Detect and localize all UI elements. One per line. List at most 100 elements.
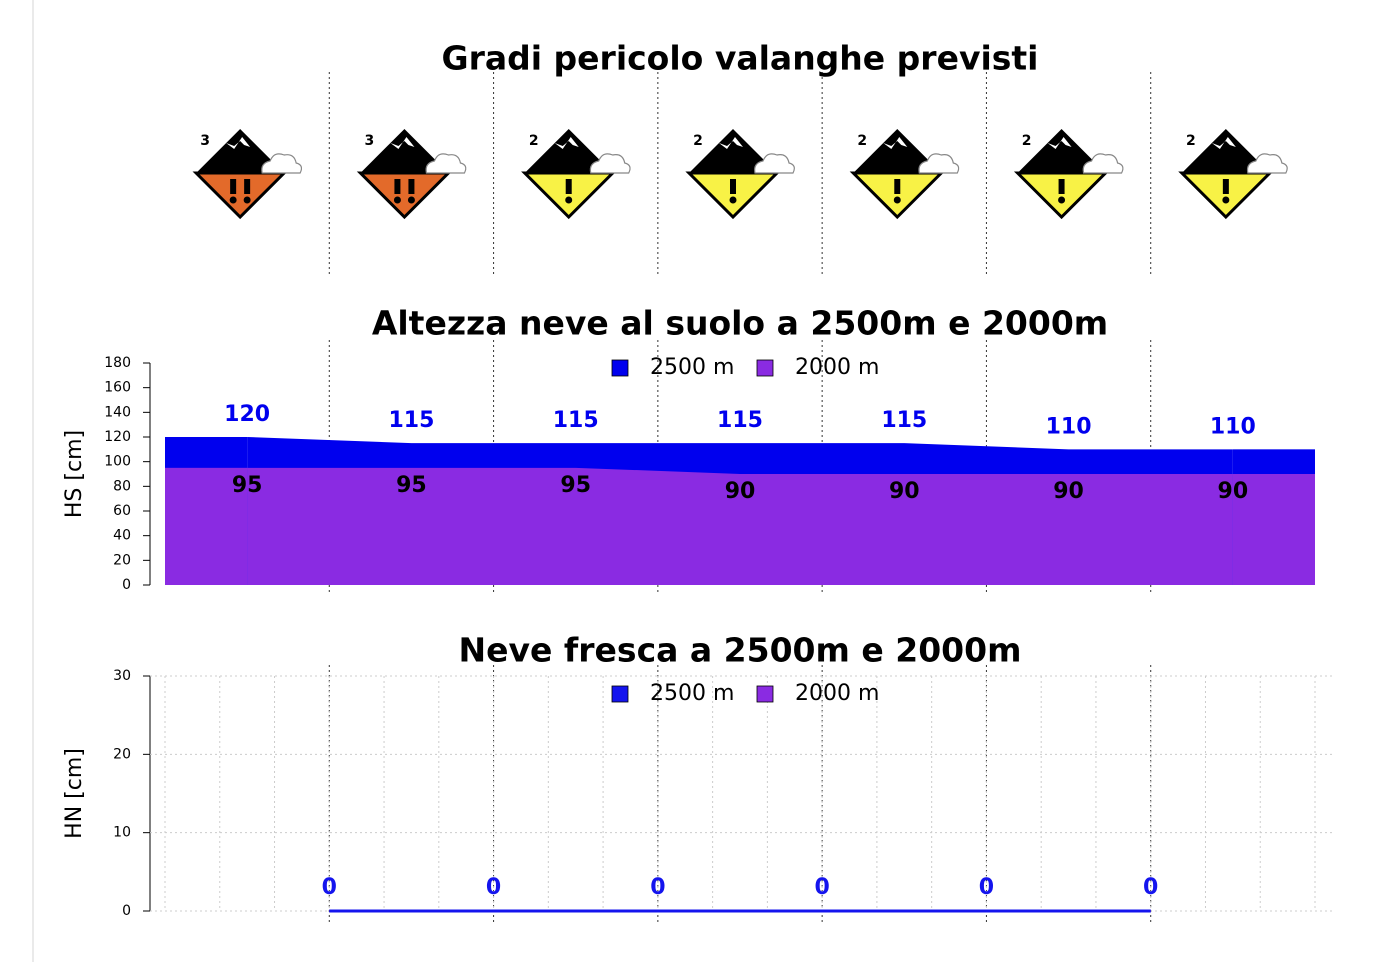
icon-bang-dot (229, 196, 237, 204)
y-tick-label: 80 (113, 478, 131, 494)
y-tick-label: 20 (113, 746, 131, 762)
y-tick-label: 100 (104, 454, 131, 470)
data-label: 115 (881, 408, 927, 433)
icon-bang-dot (729, 196, 737, 204)
data-label: 0 (814, 875, 829, 900)
icon-snow (390, 137, 415, 149)
icon-cloud (425, 153, 467, 174)
danger-icon (1178, 129, 1288, 220)
icon-bang (1058, 179, 1065, 194)
y-axis-label: HN [cm] (62, 748, 87, 839)
icon-snow (1047, 137, 1072, 149)
danger-icon (849, 129, 960, 220)
y-tick-label: 140 (104, 404, 131, 420)
icon-bang (244, 179, 251, 194)
data-label: 115 (388, 408, 434, 433)
y-axis-label: HS [cm] (62, 430, 87, 518)
icon-bang-dot (407, 196, 415, 204)
icon-cloud (918, 153, 960, 174)
icon-bottom (356, 171, 453, 220)
icon-bang-dot (1222, 196, 1230, 204)
icon-top (524, 129, 613, 173)
data-label: 0 (650, 875, 665, 900)
legend-swatch (756, 359, 774, 377)
data-label: 90 (889, 479, 920, 504)
icon-snow (883, 137, 908, 149)
data-label: 0 (979, 875, 994, 900)
icon-top (360, 129, 449, 173)
data-label: 95 (232, 473, 263, 498)
icon-bang-dot (393, 196, 401, 204)
data-label: 110 (1210, 414, 1256, 439)
area (247, 467, 1233, 585)
danger-level-label: 3 (200, 133, 210, 149)
icon-cloud (261, 153, 303, 174)
data-label: 120 (224, 402, 270, 427)
data-label: 90 (1218, 479, 1249, 504)
danger-level-label: 2 (529, 133, 539, 149)
icon-top (689, 129, 777, 173)
y-tick-label: 20 (113, 552, 131, 568)
icon-cloud (1246, 153, 1288, 174)
icon-bang-dot (243, 196, 251, 204)
icon-cloud (589, 153, 631, 174)
legend-label: 2500 m (650, 355, 734, 380)
icon-bang (230, 179, 237, 194)
icon-bottom (192, 171, 288, 220)
danger-icon (356, 129, 467, 220)
icon-snow (554, 137, 579, 149)
icon-bang-dot (893, 196, 901, 204)
y-tick-label: 0 (122, 577, 131, 593)
icon-top (853, 129, 942, 173)
data-label: 90 (1053, 479, 1084, 504)
y-tick-label: 180 (104, 355, 131, 371)
icon-bang (730, 179, 736, 194)
legend-swatch (611, 359, 629, 377)
icon-cloud (1082, 153, 1124, 174)
danger-level-label: 2 (1186, 133, 1196, 149)
y-tick-label: 10 (113, 825, 131, 841)
legend-swatch (611, 685, 629, 703)
legend-label: 2000 m (795, 681, 879, 706)
danger-level-label: 2 (1022, 133, 1032, 149)
danger-level-label: 3 (365, 133, 375, 149)
icon-snow (719, 137, 743, 149)
icon-bang (565, 179, 572, 194)
legend-swatch (756, 685, 774, 703)
icon-top (1181, 129, 1270, 173)
danger-icon (1013, 129, 1124, 220)
area-edge (165, 467, 248, 585)
icon-bang (1222, 179, 1229, 194)
data-label: 115 (717, 408, 763, 433)
icon-top (1017, 129, 1106, 173)
data-label: 95 (560, 473, 591, 498)
y-tick-label: 120 (104, 429, 131, 445)
data-label: 0 (322, 875, 337, 900)
danger-icon (685, 129, 795, 220)
y-tick-label: 30 (113, 668, 131, 684)
y-tick-label: 0 (122, 903, 131, 919)
icon-cloud (754, 153, 795, 174)
icon-snow (226, 137, 251, 149)
chart-title: Gradi pericolo valanghe previsti (441, 39, 1038, 78)
area-edge (1232, 474, 1315, 585)
data-label: 0 (486, 875, 501, 900)
danger-icon (521, 129, 631, 220)
data-label: 95 (396, 473, 427, 498)
y-tick-label: 60 (113, 503, 131, 519)
chart-title: Altezza neve al suolo a 2500m e 2000m (372, 304, 1108, 343)
legend-label: 2000 m (795, 355, 879, 380)
legend-label: 2500 m (650, 681, 734, 706)
icon-bang-dot (565, 196, 573, 204)
chart-title: Neve fresca a 2500m e 2000m (459, 631, 1022, 670)
icon-top (196, 129, 285, 173)
data-label: 110 (1046, 414, 1092, 439)
data-label: 115 (553, 408, 599, 433)
icon-bang-dot (1058, 196, 1066, 204)
danger-icon (192, 129, 303, 220)
data-label: 0 (1143, 875, 1158, 900)
y-tick-label: 160 (104, 380, 131, 396)
danger-level-label: 2 (857, 133, 867, 149)
y-tick-label: 40 (113, 528, 131, 544)
